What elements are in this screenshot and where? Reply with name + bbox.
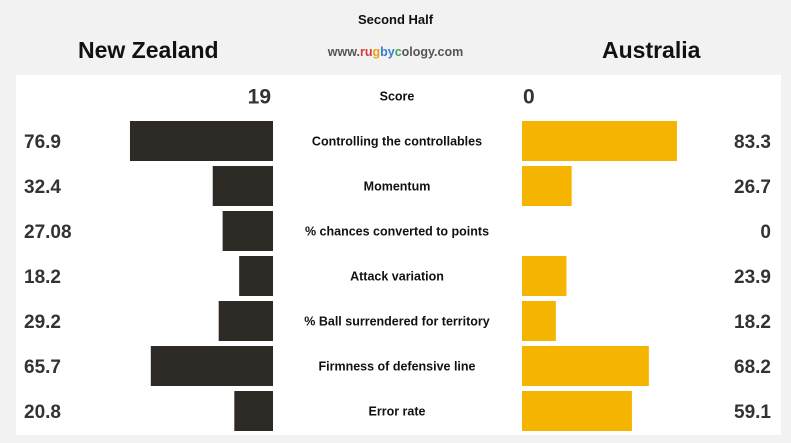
away-bar	[522, 346, 649, 386]
butterfly-chart: Score 19 0 Controlling the controllables 76.…	[24, 86, 771, 431]
home-bar	[218, 301, 273, 341]
away-value-label: 68.2	[734, 357, 771, 378]
category-label: % chances converted to points	[305, 225, 489, 239]
home-value-label: 76.9	[24, 132, 61, 153]
away-team-name: Australia	[602, 37, 701, 63]
home-value-label: 18.2	[24, 267, 61, 288]
category-label: Controlling the controllables	[312, 135, 482, 149]
site-url-part: ru	[359, 45, 373, 59]
away-value-label: 23.9	[734, 267, 771, 288]
home-bar	[150, 346, 273, 386]
away-score-label: 0	[523, 86, 535, 109]
site-url-part: ology.com	[401, 45, 464, 59]
site-url-part: by	[380, 45, 395, 59]
category-label: Momentum	[364, 180, 431, 194]
home-value-label: 20.8	[24, 402, 61, 423]
home-bar	[222, 211, 273, 251]
away-value-label: 83.3	[734, 132, 771, 153]
home-value-label: 27.08	[24, 222, 72, 243]
home-bar	[234, 391, 273, 431]
home-score-label: 19	[248, 86, 271, 109]
chart-panel: Score 19 0 Controlling the controllables 76.…	[16, 75, 781, 435]
away-bar	[522, 391, 632, 431]
home-bar	[239, 256, 273, 296]
home-team-name: New Zealand	[78, 37, 219, 63]
site-url-part: www.	[327, 45, 360, 59]
away-value-label: 59.1	[734, 402, 771, 423]
category-label: Attack variation	[350, 270, 444, 284]
period-title: Second Half	[357, 12, 434, 27]
away-bar	[522, 301, 556, 341]
category-label: Firmness of defensive line	[319, 360, 476, 374]
away-bar	[522, 256, 567, 296]
away-value-label: 0	[760, 222, 771, 243]
home-bar	[212, 166, 273, 206]
site-url-part: c	[394, 45, 402, 59]
category-label: Score	[380, 90, 415, 104]
home-value-label: 32.4	[24, 177, 61, 198]
away-bar	[522, 166, 572, 206]
home-value-label: 65.7	[24, 357, 61, 378]
category-label: % Ball surrendered for territory	[304, 315, 490, 329]
home-bar	[129, 121, 273, 161]
site-url: www.rugbycology.com	[0, 45, 791, 59]
site-url-part: g	[372, 45, 381, 59]
category-label: Error rate	[369, 405, 426, 419]
away-value-label: 26.7	[734, 177, 771, 198]
home-value-label: 29.2	[24, 312, 61, 333]
away-value-label: 18.2	[734, 312, 771, 333]
away-bar	[522, 121, 677, 161]
